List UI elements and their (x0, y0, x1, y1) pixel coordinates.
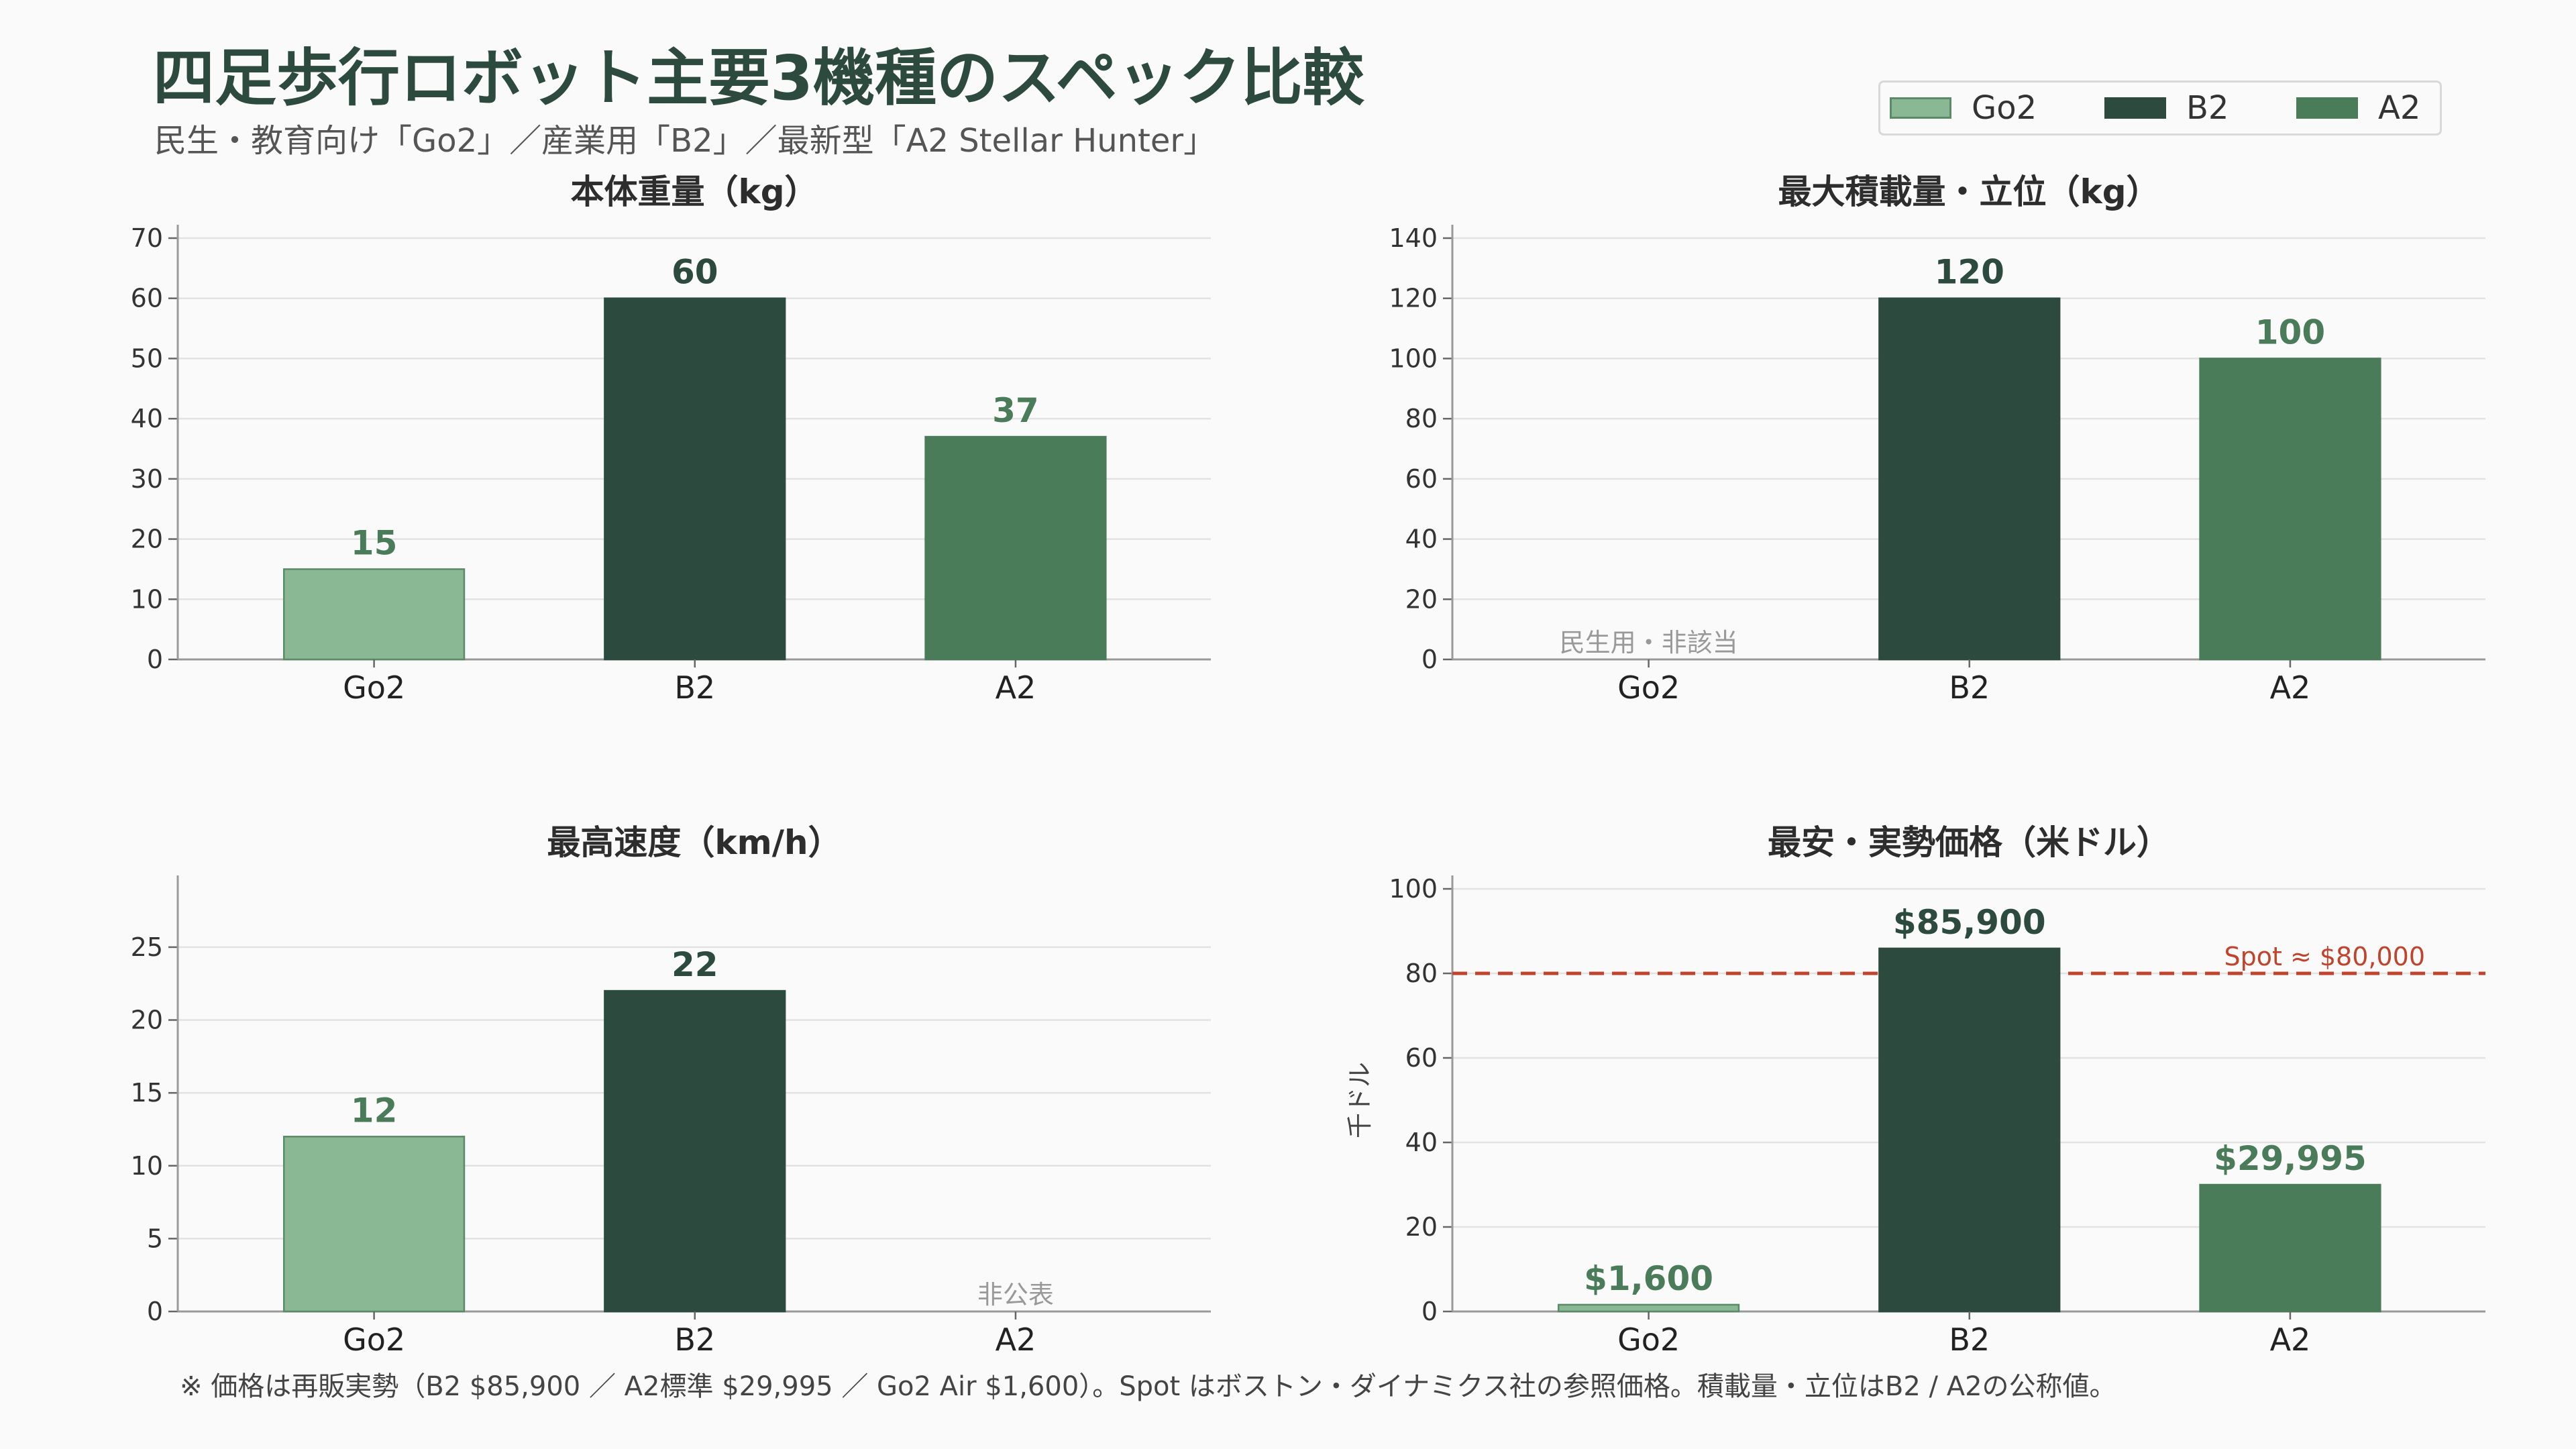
y-tick-label: 100 (1389, 874, 1438, 904)
bar-value-label: 60 (672, 253, 718, 292)
bar-go2 (1557, 1303, 1740, 1313)
x-tick-label: B2 (674, 1322, 715, 1358)
y-tick-label: 30 (131, 464, 163, 494)
y-axis-label: 千ドル (1345, 1062, 1375, 1138)
reference-line-label: Spot ≈ $80,000 (2224, 942, 2425, 971)
y-tick-label: 20 (131, 1006, 163, 1035)
y-tick-label: 10 (131, 1151, 163, 1181)
y-tick-label: 10 (131, 584, 163, 614)
not-applicable-label: 民生用・非該当 (1560, 628, 1738, 657)
y-tick-label: 20 (131, 525, 163, 554)
bar-a2 (924, 435, 1107, 661)
y-tick-label: 80 (1405, 404, 1438, 433)
y-tick-label: 70 (131, 223, 163, 253)
footnote: ※ 価格は再販実勢（B2 $85,900 ／ A2標準 $29,995 ／ Go… (180, 1371, 2116, 1402)
y-tick-label: 120 (1389, 284, 1438, 313)
y-tick-label: 100 (1389, 343, 1438, 373)
bar-b2 (604, 297, 786, 661)
x-tick-label: Go2 (1617, 1322, 1680, 1358)
chart-panel-1: 本体重量（kg） 0 10 20 30 40 50 60 70 15 Go2 60 B2 37 A2 (131, 172, 1211, 706)
x-tick-label: Go2 (343, 1322, 405, 1358)
bar-b2 (604, 989, 786, 1313)
legend-item-a2: A2 (2296, 83, 2420, 133)
chart-title-3: 最高速度（km/h） (547, 823, 841, 862)
bar-value-label: 12 (351, 1091, 398, 1130)
y-tick-label: 15 (131, 1078, 163, 1108)
y-tick-label: 60 (131, 284, 163, 313)
y-tick-label: 0 (1421, 1297, 1438, 1326)
y-tick-label: 60 (1405, 464, 1438, 494)
bar-b2 (1878, 947, 2061, 1313)
bar-go2 (282, 568, 466, 661)
y-tick-label: 40 (131, 404, 163, 433)
legend-swatch-a2 (2296, 97, 2358, 119)
bar-a2 (2199, 358, 2381, 661)
x-tick-label: Go2 (343, 669, 405, 706)
bar-b2 (1878, 297, 2061, 661)
bar-a2 (2199, 1183, 2381, 1313)
bar-value-label: 37 (992, 391, 1039, 430)
y-tick-label: 25 (131, 932, 163, 962)
page-subtitle: 民生・教育向け「Go2」／産業用「B2」／最新型「A2 Stellar Hunt… (154, 122, 1216, 160)
x-tick-label: B2 (1949, 669, 1990, 706)
bar-value-label: $29,995 (2214, 1139, 2367, 1178)
y-tick-label: 0 (147, 1297, 163, 1326)
y-tick-label: 80 (1405, 959, 1438, 988)
chart-title-1: 本体重量（kg） (570, 172, 818, 211)
y-tick-label: 0 (1421, 645, 1438, 674)
legend-label-b2: B2 (2186, 89, 2229, 127)
bar-value-label: 15 (351, 523, 398, 562)
x-tick-label: A2 (996, 1322, 1036, 1358)
x-tick-label: A2 (2270, 1322, 2311, 1358)
legend-swatch-go2 (1890, 97, 1951, 119)
bar-value-label: 22 (672, 945, 718, 984)
x-tick-label: A2 (2270, 669, 2311, 706)
y-tick-label: 5 (147, 1224, 163, 1253)
chart-panel-3: 最高速度（km/h） 0 5 10 15 20 25 12 Go2 22 B2 非公表 A2 (131, 823, 1211, 1358)
bar-value-label: $1,600 (1584, 1259, 1713, 1298)
legend-item-b2: B2 (2104, 83, 2229, 133)
y-tick-label: 0 (147, 645, 163, 674)
x-tick-label: B2 (1949, 1322, 1990, 1358)
y-tick-label: 20 (1405, 584, 1438, 614)
bar-value-label: $85,900 (1893, 903, 2046, 942)
y-tick-label: 40 (1405, 525, 1438, 554)
chart-title-4: 最安・実勢価格（米ドル） (1768, 823, 2170, 862)
bar-value-label: 100 (2255, 313, 2325, 352)
legend-swatch-b2 (2104, 97, 2166, 119)
legend-item-go2: Go2 (1890, 83, 2037, 133)
chart-panel-4: 最安・実勢価格（米ドル） 0 20 40 60 80 100 千ドル Spot ≈ $80,00… (1345, 823, 2485, 1358)
y-tick-label: 20 (1405, 1212, 1438, 1242)
x-tick-label: B2 (674, 669, 715, 706)
x-tick-label: Go2 (1617, 669, 1680, 706)
legend-label-a2: A2 (2378, 89, 2421, 127)
not-applicable-label: 非公表 (977, 1280, 1054, 1309)
bar-go2 (282, 1136, 466, 1313)
y-tick-label: 40 (1405, 1128, 1438, 1157)
legend-label-go2: Go2 (1972, 89, 2037, 127)
chart-panel-2: 最大積載量・立位（kg） 0 20 40 60 80 100 120 140 民生用・非該当 Go2… (1389, 172, 2485, 706)
bar-value-label: 120 (1935, 253, 2004, 292)
page-title: 四足歩行ロボット主要3機種のスペック比較 (153, 42, 1364, 114)
y-tick-label: 60 (1405, 1043, 1438, 1073)
chart-title-2: 最大積載量・立位（kg） (1778, 172, 2159, 211)
y-tick-label: 50 (131, 343, 163, 373)
x-tick-label: A2 (996, 669, 1036, 706)
y-tick-label: 140 (1389, 223, 1438, 253)
legend: Go2 B2 A2 (1878, 80, 2442, 136)
